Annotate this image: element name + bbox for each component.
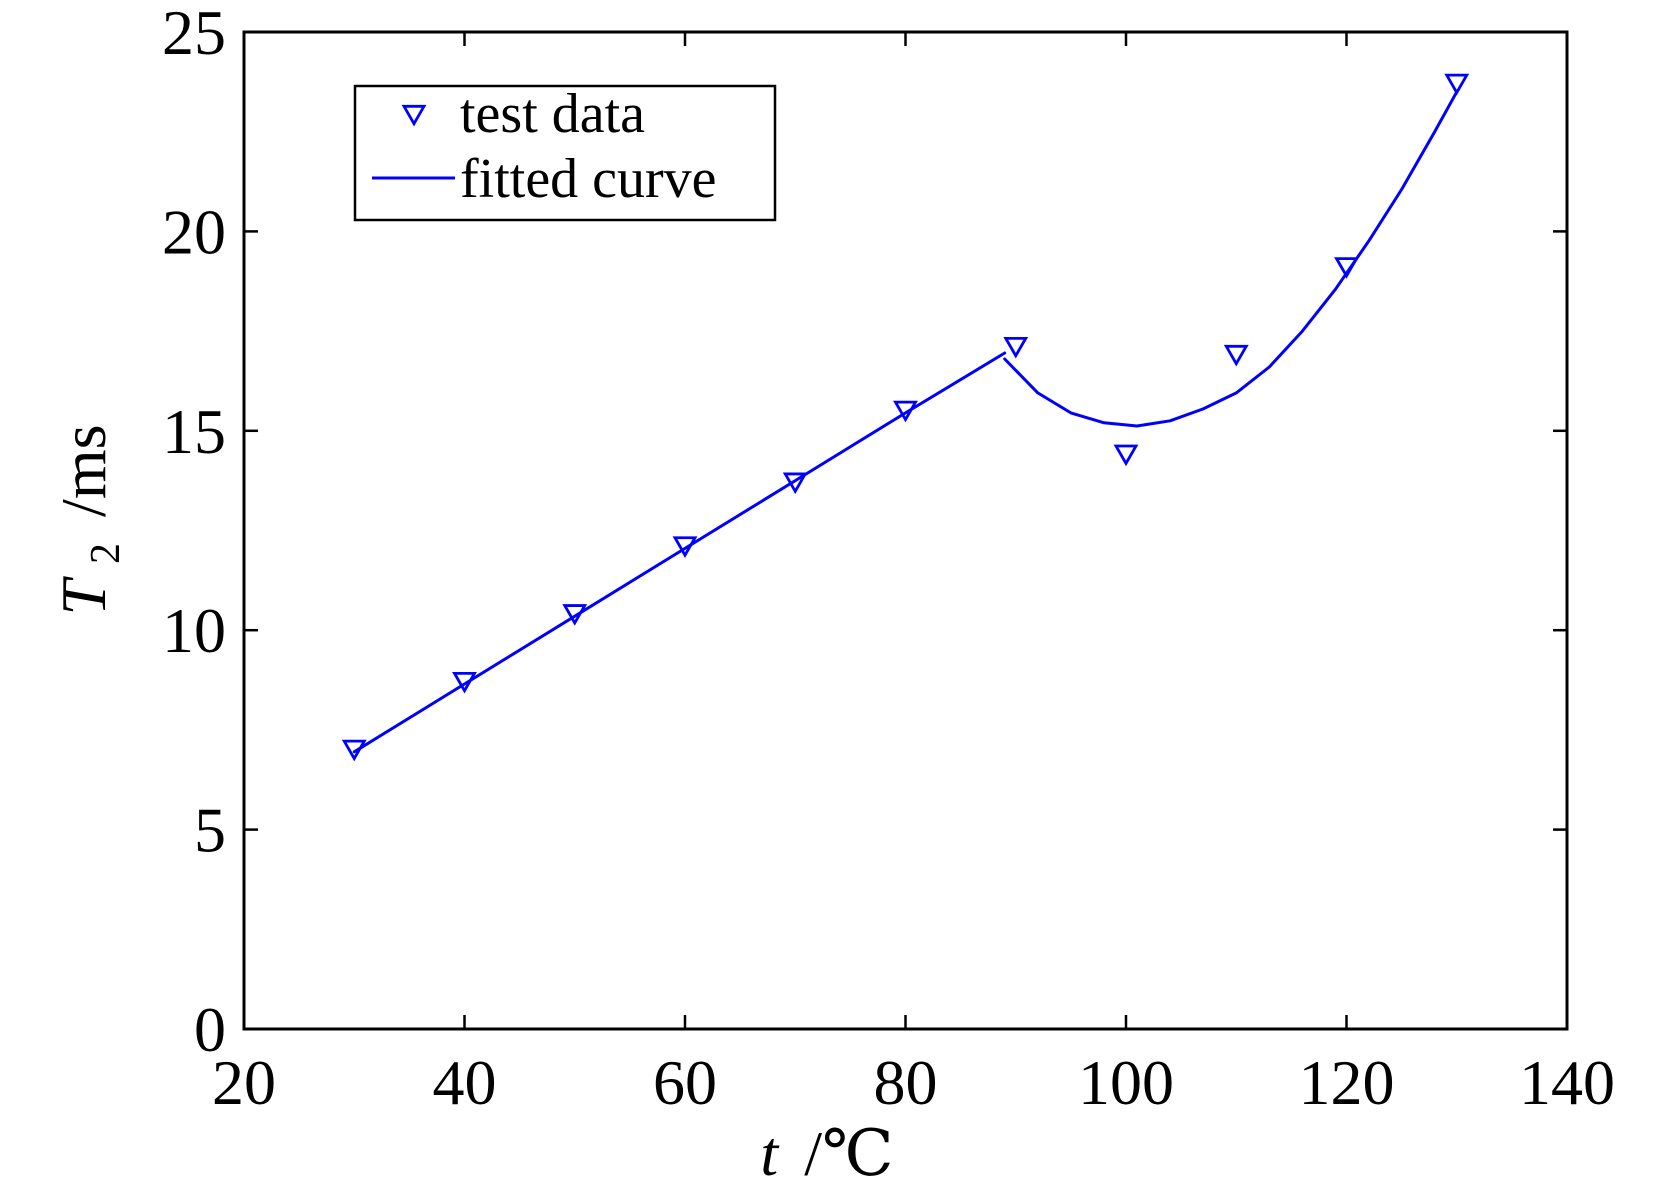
test-data-point	[782, 472, 808, 495]
y-axis-unit: /ms	[48, 424, 119, 516]
legend-triangle	[401, 104, 427, 127]
x-tick-label: 80	[874, 1047, 938, 1118]
x-tick-label: 120	[1299, 1047, 1395, 1118]
fitted-curve-series	[352, 90, 1459, 754]
test-data-point	[1444, 73, 1470, 96]
y-tick-label: 25	[162, 0, 226, 68]
tick-labels: 20 40 60 80 100 120 140 0 5 10 15 20 25	[162, 0, 1615, 1118]
legend: test data fitted curve	[353, 83, 777, 222]
legend-fitted-curve-label: fitted curve	[460, 148, 717, 210]
x-tick-label: 140	[1519, 1047, 1615, 1118]
test-data-point	[1334, 257, 1359, 279]
test-data-point	[893, 400, 918, 423]
axis-ticks	[242, 30, 1569, 1031]
x-axis-variable: t	[760, 1118, 780, 1181]
test-data-point	[1113, 444, 1139, 467]
x-tick-label: 60	[653, 1047, 717, 1118]
test-data-point	[672, 536, 698, 558]
y-tick-label: 20	[162, 196, 226, 267]
fitted-curve-line	[1003, 90, 1459, 428]
y-tick-label: 10	[162, 595, 226, 666]
y-tick-label: 15	[162, 396, 226, 467]
legend-test-data-label: test data	[460, 83, 645, 145]
y-axis-subscript: 2	[83, 543, 129, 564]
test-data-series	[341, 73, 1470, 762]
y-axis-label: T 2 /ms	[48, 424, 133, 615]
test-data-point	[452, 671, 477, 694]
test-data-point	[562, 604, 588, 626]
fitted-curve-line	[352, 351, 1007, 754]
x-axis-unit: /℃	[804, 1118, 893, 1181]
y-axis-variable: T	[48, 576, 119, 616]
legend-box	[353, 84, 777, 222]
test-data-point	[1003, 336, 1029, 359]
y-tick-label: 5	[194, 795, 226, 866]
legend-test-data-marker	[401, 104, 427, 127]
test-data-point	[1223, 344, 1249, 367]
test-data-point	[341, 739, 367, 762]
x-tick-label: 100	[1078, 1047, 1174, 1118]
x-tick-label: 40	[433, 1047, 497, 1118]
x-axis-label: t /℃	[760, 1118, 893, 1181]
x-tick-label: 20	[212, 1047, 276, 1118]
y-tick-label: 0	[194, 994, 226, 1065]
